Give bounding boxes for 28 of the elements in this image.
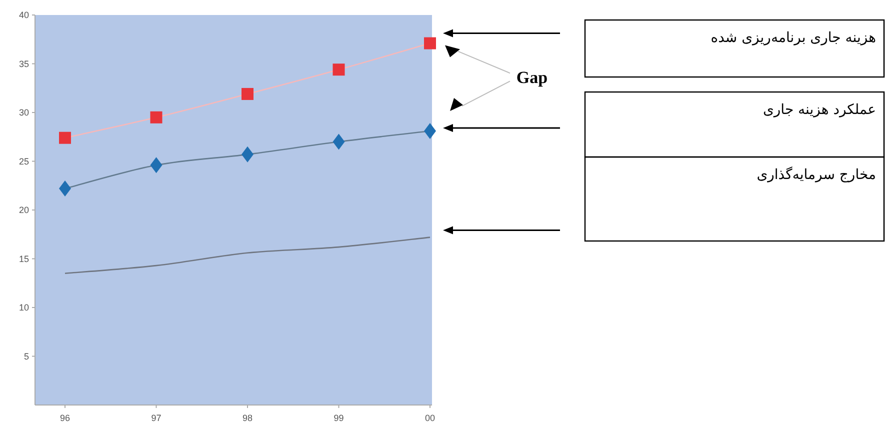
text: هزینه جاری برنامه‌ریزی شده (710, 30, 876, 46)
y-tick-label: 30 (18, 108, 29, 118)
x-tick-label: 98 (242, 413, 253, 423)
line-series (64, 236, 431, 274)
point (242, 146, 254, 162)
x-tick-label: 00 (424, 413, 436, 423)
y-tick-label: 20 (18, 205, 29, 215)
y-tick-label: 35 (18, 58, 29, 69)
y-tick-label: 10 (18, 302, 29, 312)
point (59, 132, 71, 144)
y-tick-label: 15 (18, 254, 29, 264)
point (424, 37, 436, 50)
y-tick-label: 25 (18, 156, 29, 166)
y-tick-label: 5 (24, 351, 29, 362)
point (59, 180, 71, 197)
y-tick-label: 40 (18, 10, 29, 20)
text: مخارج سرمایه‌گذاری (756, 166, 876, 183)
point (332, 64, 345, 76)
point (242, 88, 254, 100)
point (150, 111, 162, 124)
x-tick-label: 97 (151, 413, 162, 423)
text: عملکرد هزینه جاری (762, 102, 876, 118)
text: Gap (516, 68, 548, 88)
point (332, 134, 345, 150)
x-tick-label: 99 (334, 413, 344, 423)
point (424, 123, 436, 140)
point (150, 157, 162, 174)
x-tick-label: 96 (60, 413, 70, 423)
